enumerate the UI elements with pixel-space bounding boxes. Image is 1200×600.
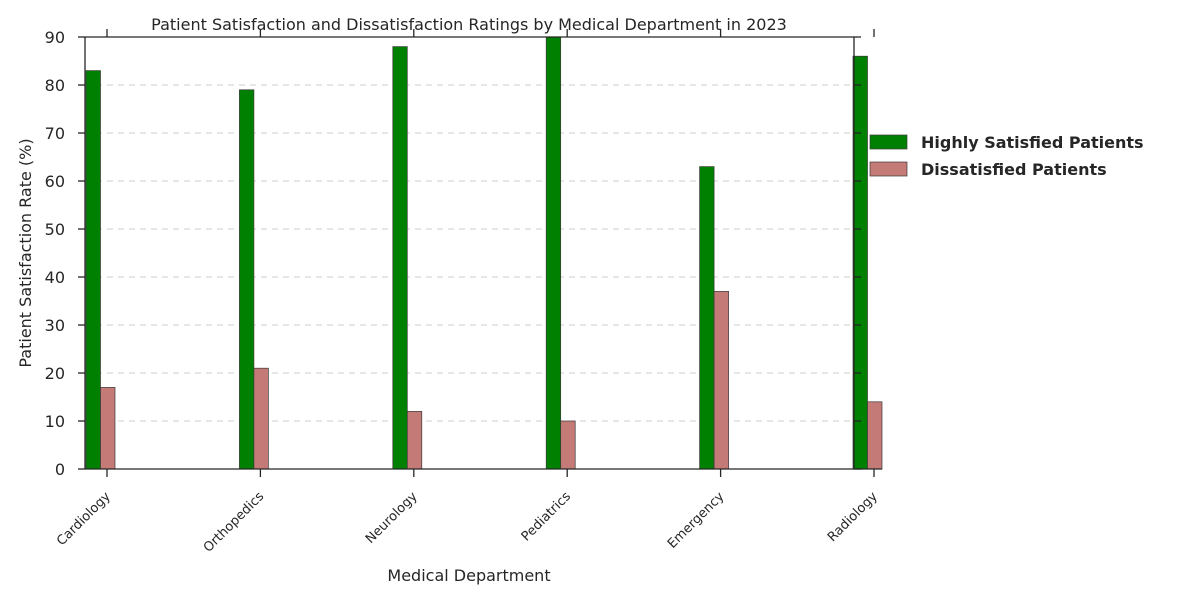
- y-tick-label: 0: [55, 460, 65, 479]
- x-tick-label: Pediatrics: [519, 489, 574, 544]
- chart-title: Patient Satisfaction and Dissatisfaction…: [151, 15, 787, 34]
- grid-layer: [85, 84, 854, 422]
- bar-highly-satisfied-orthopedics: [239, 89, 255, 470]
- bar-dissatisfied-neurology: [406, 411, 423, 470]
- legend-swatch-dissatisfied: [869, 161, 908, 177]
- bar-layer: [85, 36, 883, 470]
- legend-swatch-highly-satisfied: [869, 134, 908, 150]
- legend-label-dissatisfied: Dissatisfied Patients: [921, 160, 1107, 179]
- bar-dissatisfied-orthopedics: [253, 367, 269, 470]
- bar-dissatisfied-pediatrics: [560, 420, 576, 470]
- y-tick-labels: 0 10 20 30 40 50 60 70 80 90: [45, 28, 65, 479]
- bar-highly-satisfied-pediatrics: [545, 36, 562, 470]
- y-tick-label: 10: [45, 412, 65, 431]
- x-tick-label: Cardiology: [54, 489, 114, 549]
- y-tick-label: 70: [45, 124, 65, 143]
- y-tick-label: 30: [45, 316, 65, 335]
- bar-highly-satisfied-cardiology: [85, 70, 101, 470]
- y-tick-label: 50: [45, 220, 65, 239]
- bar-highly-satisfied-neurology: [392, 46, 408, 470]
- spine-layer: [84, 36, 882, 470]
- bar-highly-satisfied-radiology: [852, 55, 868, 470]
- x-tick-label: Radiology: [825, 489, 881, 545]
- y-tick-label: 80: [45, 76, 65, 95]
- y-tick-label: 40: [45, 268, 65, 287]
- legend-label-highly-satisfied: Highly Satisfied Patients: [921, 133, 1144, 152]
- x-tick-label: Neurology: [363, 489, 421, 547]
- x-axis-label: Medical Department: [387, 566, 550, 585]
- bar-dissatisfied-emergency: [713, 291, 729, 470]
- bar-dissatisfied-cardiology: [100, 387, 116, 470]
- tick-layer: [78, 29, 875, 477]
- x-tick-label: Orthopedics: [201, 489, 268, 556]
- x-tick-labels: Cardiology Orthopedics Neurology Pediatrics…: [54, 489, 881, 556]
- y-tick-label: 20: [45, 364, 65, 383]
- y-tick-label: 60: [45, 172, 65, 191]
- y-tick-label: 90: [45, 28, 65, 47]
- y-axis-label: Patient Satisfaction Rate (%): [16, 138, 35, 367]
- bar-dissatisfied-radiology: [867, 401, 883, 470]
- legend: Highly Satisfied Patients Dissatisfied Pa…: [869, 133, 1144, 179]
- x-tick-label: Emergency: [665, 489, 728, 552]
- bar-highly-satisfied-emergency: [699, 166, 715, 470]
